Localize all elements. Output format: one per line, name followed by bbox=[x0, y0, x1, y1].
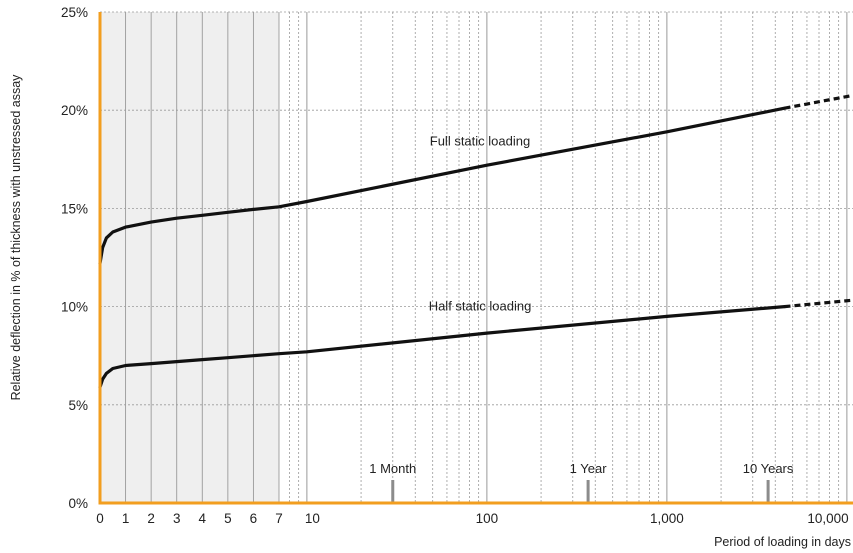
x-tick-label: 4 bbox=[199, 511, 207, 526]
series-labels: Full static loading Half static loading bbox=[429, 134, 532, 314]
y-tick-label: 25% bbox=[61, 5, 88, 20]
x-tick-label: 6 bbox=[250, 511, 258, 526]
series-line-full bbox=[98, 106, 787, 265]
x-tick-label: 2 bbox=[147, 511, 155, 526]
series-layer bbox=[98, 93, 853, 389]
y-tick-labels: 0% 5% 10% 15% 20% 25% bbox=[61, 5, 88, 511]
time-marker-label: 1 Month bbox=[369, 461, 416, 476]
x-tick-label: 3 bbox=[173, 511, 181, 526]
x-tick-label: 1,000 bbox=[650, 511, 684, 526]
y-axis-title: Relative deflection in % of thickness wi… bbox=[9, 74, 23, 401]
time-marker-label: 1 Year bbox=[570, 461, 608, 476]
axes bbox=[98, 12, 853, 505]
series-label: Half static loading bbox=[429, 299, 532, 314]
series-label: Full static loading bbox=[430, 134, 530, 149]
y-tick-label: 5% bbox=[68, 398, 88, 413]
x-axis-title: Period of loading in days bbox=[714, 535, 851, 549]
x-tick-label: 1 bbox=[122, 511, 130, 526]
grid-lines bbox=[100, 11, 853, 503]
series-extrapolation-full bbox=[784, 93, 853, 110]
series-extrapolation-half bbox=[784, 298, 853, 309]
series-line-half bbox=[98, 305, 787, 389]
x-tick-label: 10,000 bbox=[807, 511, 848, 526]
y-tick-label: 10% bbox=[61, 300, 88, 315]
x-tick-labels: 0 1 2 3 4 5 6 7 10 100 1,000 10,000 bbox=[96, 511, 848, 526]
x-tick-label: 10 bbox=[305, 511, 320, 526]
y-tick-label: 0% bbox=[68, 496, 88, 511]
y-tick-label: 20% bbox=[61, 103, 88, 118]
x-tick-label: 5 bbox=[224, 511, 232, 526]
x-tick-label: 7 bbox=[275, 511, 283, 526]
x-tick-label: 100 bbox=[476, 511, 499, 526]
x-tick-label: 0 bbox=[96, 511, 104, 526]
time-marker-label: 10 Years bbox=[743, 461, 794, 476]
shaded-region bbox=[100, 12, 279, 503]
y-tick-label: 15% bbox=[61, 201, 88, 216]
time-markers: 1 Month 1 Year 10 Years bbox=[369, 461, 794, 503]
